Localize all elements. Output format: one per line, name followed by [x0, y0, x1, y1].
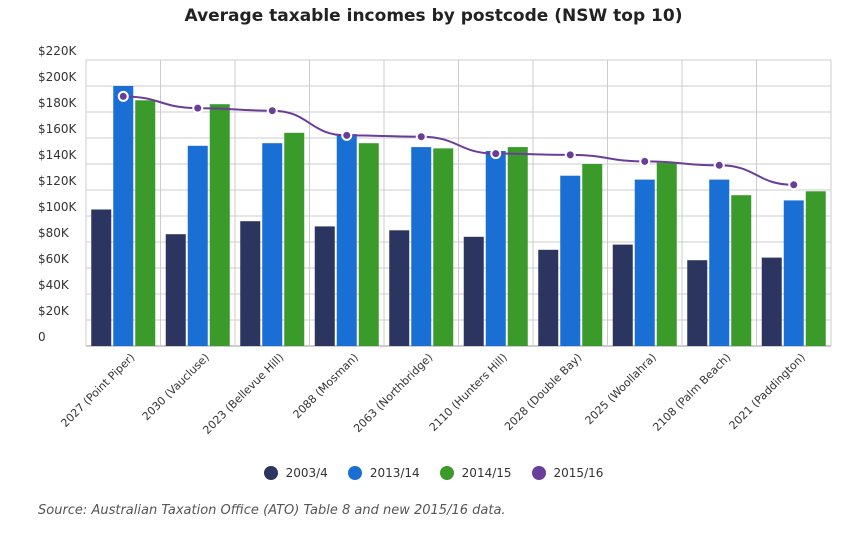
- legend-swatch: [531, 466, 546, 480]
- bar-2013-14: [113, 86, 134, 346]
- bar-2014-15: [433, 148, 454, 346]
- line-point-2015-16: [713, 159, 725, 171]
- legend-swatch: [439, 466, 454, 480]
- y-tick-label: $220K: [38, 44, 78, 58]
- bar-2003-4: [314, 226, 335, 346]
- line-point-2015-16: [639, 155, 651, 167]
- legend-label: 2003/4: [285, 466, 328, 480]
- bar-2003-4: [538, 249, 559, 346]
- legend-label: 2015/16: [553, 466, 604, 480]
- x-tick-label: 2023 (Bellevue Hill): [200, 351, 286, 437]
- legend: 2003/4 2013/14 2014/15 2015/16: [0, 466, 867, 480]
- y-tick-label: $120K: [38, 174, 78, 188]
- source-note: Source: Australian Taxation Office (ATO)…: [38, 503, 506, 518]
- bar-2014-15: [582, 164, 603, 346]
- bar-2014-15: [284, 132, 305, 346]
- bar-2013-14: [709, 179, 730, 346]
- bar-2003-4: [165, 234, 186, 346]
- y-tick-label: 0: [38, 330, 46, 344]
- line-point-2015-16: [788, 179, 800, 191]
- bar-2014-15: [209, 104, 230, 346]
- y-tick-label: $80K: [38, 226, 70, 240]
- bar-2003-4: [463, 236, 484, 346]
- bar-2014-15: [135, 100, 156, 346]
- x-tick-label: 2021 (Paddington): [727, 351, 808, 432]
- bar-2014-15: [358, 143, 379, 346]
- bar-2014-15: [507, 147, 528, 346]
- x-tick-label: 2028 (Double Bay): [502, 351, 584, 433]
- x-tick-label: 2030 (Vaucluse): [140, 351, 212, 423]
- series-line-2015-16: [123, 95, 794, 186]
- bar-2014-15: [656, 162, 677, 346]
- y-tick-label: $180K: [38, 96, 78, 110]
- line-point-2015-16: [564, 149, 576, 161]
- x-tick-label: 2110 (Hunters Hill): [427, 351, 510, 434]
- bar-2013-14: [783, 200, 804, 346]
- bar-2003-4: [389, 230, 410, 346]
- legend-label: 2013/14: [369, 466, 420, 480]
- bar-2003-4: [612, 244, 633, 346]
- line-point-2015-16: [490, 148, 502, 160]
- bar-2003-4: [240, 221, 261, 346]
- line-point-2015-16: [117, 90, 129, 102]
- legend-swatch: [347, 466, 362, 480]
- y-tick-label: $40K: [38, 278, 70, 292]
- legend-item: 2003/4: [263, 466, 328, 480]
- bar-2013-14: [187, 145, 208, 346]
- line-point-2015-16: [341, 129, 353, 141]
- bar-2003-4: [91, 209, 112, 346]
- y-tick-label: $100K: [38, 200, 78, 214]
- bar-2013-14: [485, 151, 506, 346]
- bar-2003-4: [687, 260, 708, 346]
- x-tick-label: 2027 (Point Piper): [58, 351, 137, 430]
- bar-2014-15: [731, 195, 752, 346]
- x-tick-label: 2063 (Northbridge): [351, 351, 435, 435]
- line-point-2015-16: [415, 131, 427, 143]
- y-tick-label: $140K: [38, 148, 78, 162]
- bar-2013-14: [262, 143, 283, 346]
- legend-label: 2014/15: [461, 466, 512, 480]
- bar-2013-14: [634, 179, 655, 346]
- y-tick-label: $60K: [38, 252, 70, 266]
- x-tick-label: 2088 (Mosman): [291, 351, 361, 421]
- bar-2014-15: [805, 191, 826, 346]
- bar-2013-14: [560, 175, 581, 346]
- legend-item: 2015/16: [531, 466, 604, 480]
- legend-swatch: [263, 466, 278, 480]
- y-tick-label: $20K: [38, 304, 70, 318]
- bar-2003-4: [761, 257, 782, 346]
- y-tick-label: $200K: [38, 70, 78, 84]
- legend-item: 2013/14: [347, 466, 420, 480]
- line-point-2015-16: [192, 102, 204, 114]
- legend-item: 2014/15: [439, 466, 512, 480]
- bar-2013-14: [411, 147, 432, 346]
- chart-title: Average taxable incomes by postcode (NSW…: [184, 6, 683, 26]
- x-tick-label: 2025 (Woollahra): [583, 351, 659, 427]
- y-tick-label: $160K: [38, 122, 78, 136]
- bar-2013-14: [336, 134, 357, 346]
- line-point-2015-16: [266, 105, 278, 117]
- x-tick-label: 2108 (Palm Beach): [650, 351, 733, 434]
